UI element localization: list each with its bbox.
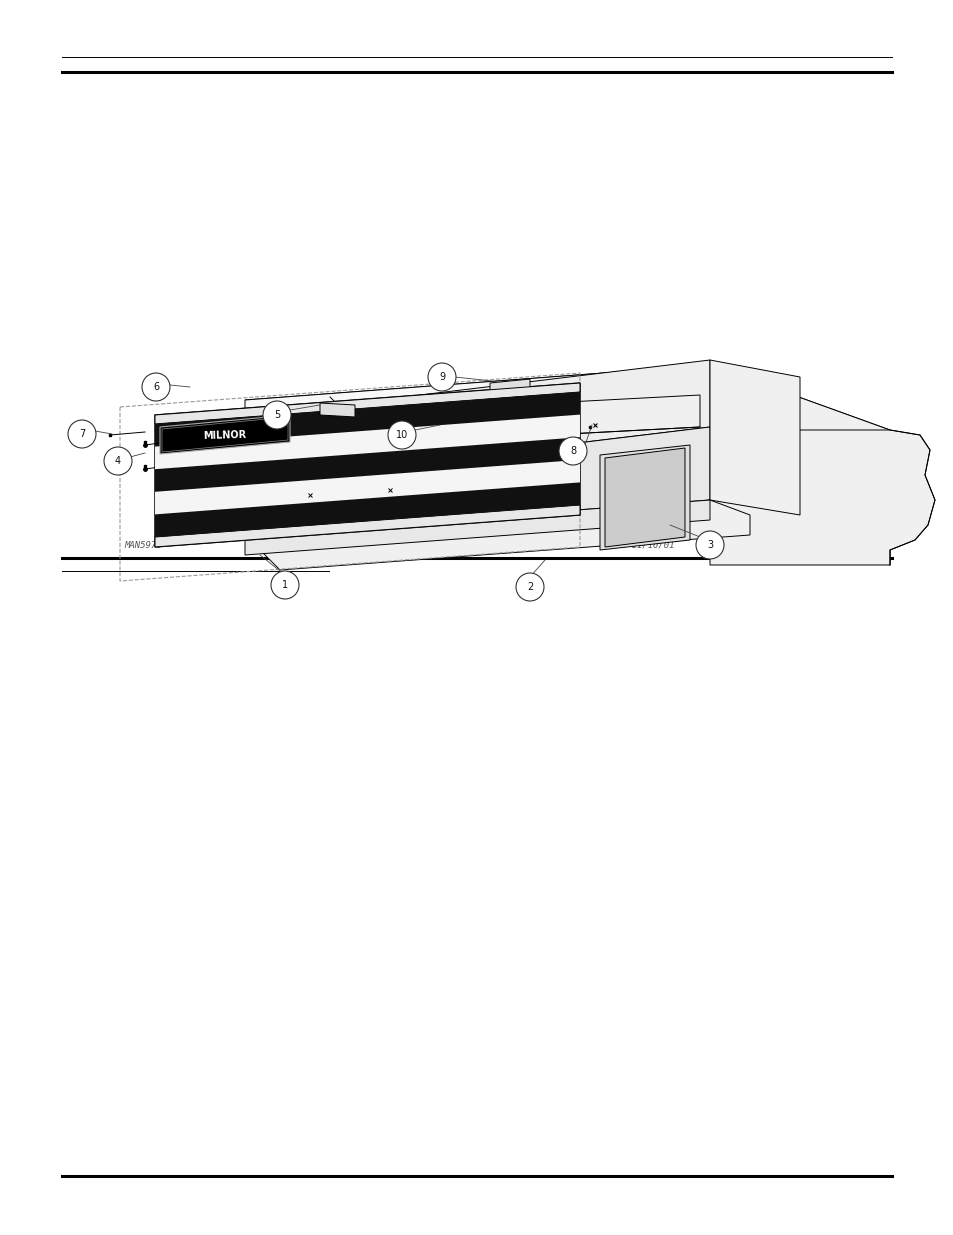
Text: MFM 11/16/01: MFM 11/16/01 bbox=[610, 541, 675, 550]
Text: 6: 6 bbox=[152, 382, 159, 391]
Circle shape bbox=[68, 420, 96, 448]
Circle shape bbox=[696, 531, 723, 559]
Polygon shape bbox=[709, 359, 800, 515]
Polygon shape bbox=[154, 505, 579, 547]
Text: 10: 10 bbox=[395, 430, 408, 440]
Polygon shape bbox=[419, 359, 709, 462]
Polygon shape bbox=[245, 366, 709, 535]
Text: 7: 7 bbox=[79, 429, 85, 438]
Circle shape bbox=[104, 447, 132, 475]
Polygon shape bbox=[154, 391, 579, 537]
Text: 4: 4 bbox=[114, 456, 121, 466]
Polygon shape bbox=[604, 448, 684, 547]
Circle shape bbox=[263, 401, 291, 429]
Circle shape bbox=[388, 421, 416, 450]
Text: 2: 2 bbox=[526, 582, 533, 592]
Polygon shape bbox=[245, 366, 889, 466]
Polygon shape bbox=[419, 427, 709, 535]
Polygon shape bbox=[154, 383, 579, 547]
Text: MAN5970: MAN5970 bbox=[124, 541, 161, 550]
Circle shape bbox=[558, 437, 586, 466]
Polygon shape bbox=[490, 379, 530, 399]
Circle shape bbox=[516, 573, 543, 601]
Polygon shape bbox=[599, 445, 689, 550]
Polygon shape bbox=[359, 395, 700, 445]
Polygon shape bbox=[154, 415, 579, 469]
Polygon shape bbox=[154, 459, 579, 515]
Polygon shape bbox=[245, 500, 749, 571]
Polygon shape bbox=[709, 366, 889, 564]
Polygon shape bbox=[709, 430, 934, 564]
Text: 1: 1 bbox=[282, 580, 288, 590]
Polygon shape bbox=[160, 415, 290, 454]
Text: 3: 3 bbox=[706, 540, 712, 550]
Text: 8: 8 bbox=[569, 446, 576, 456]
Polygon shape bbox=[245, 500, 709, 555]
Polygon shape bbox=[319, 403, 355, 417]
Text: MILNOR: MILNOR bbox=[203, 430, 247, 441]
Circle shape bbox=[428, 363, 456, 391]
Text: 5: 5 bbox=[274, 410, 280, 420]
Circle shape bbox=[271, 571, 298, 599]
Text: 9: 9 bbox=[438, 372, 445, 382]
Polygon shape bbox=[154, 383, 579, 424]
Circle shape bbox=[142, 373, 170, 401]
